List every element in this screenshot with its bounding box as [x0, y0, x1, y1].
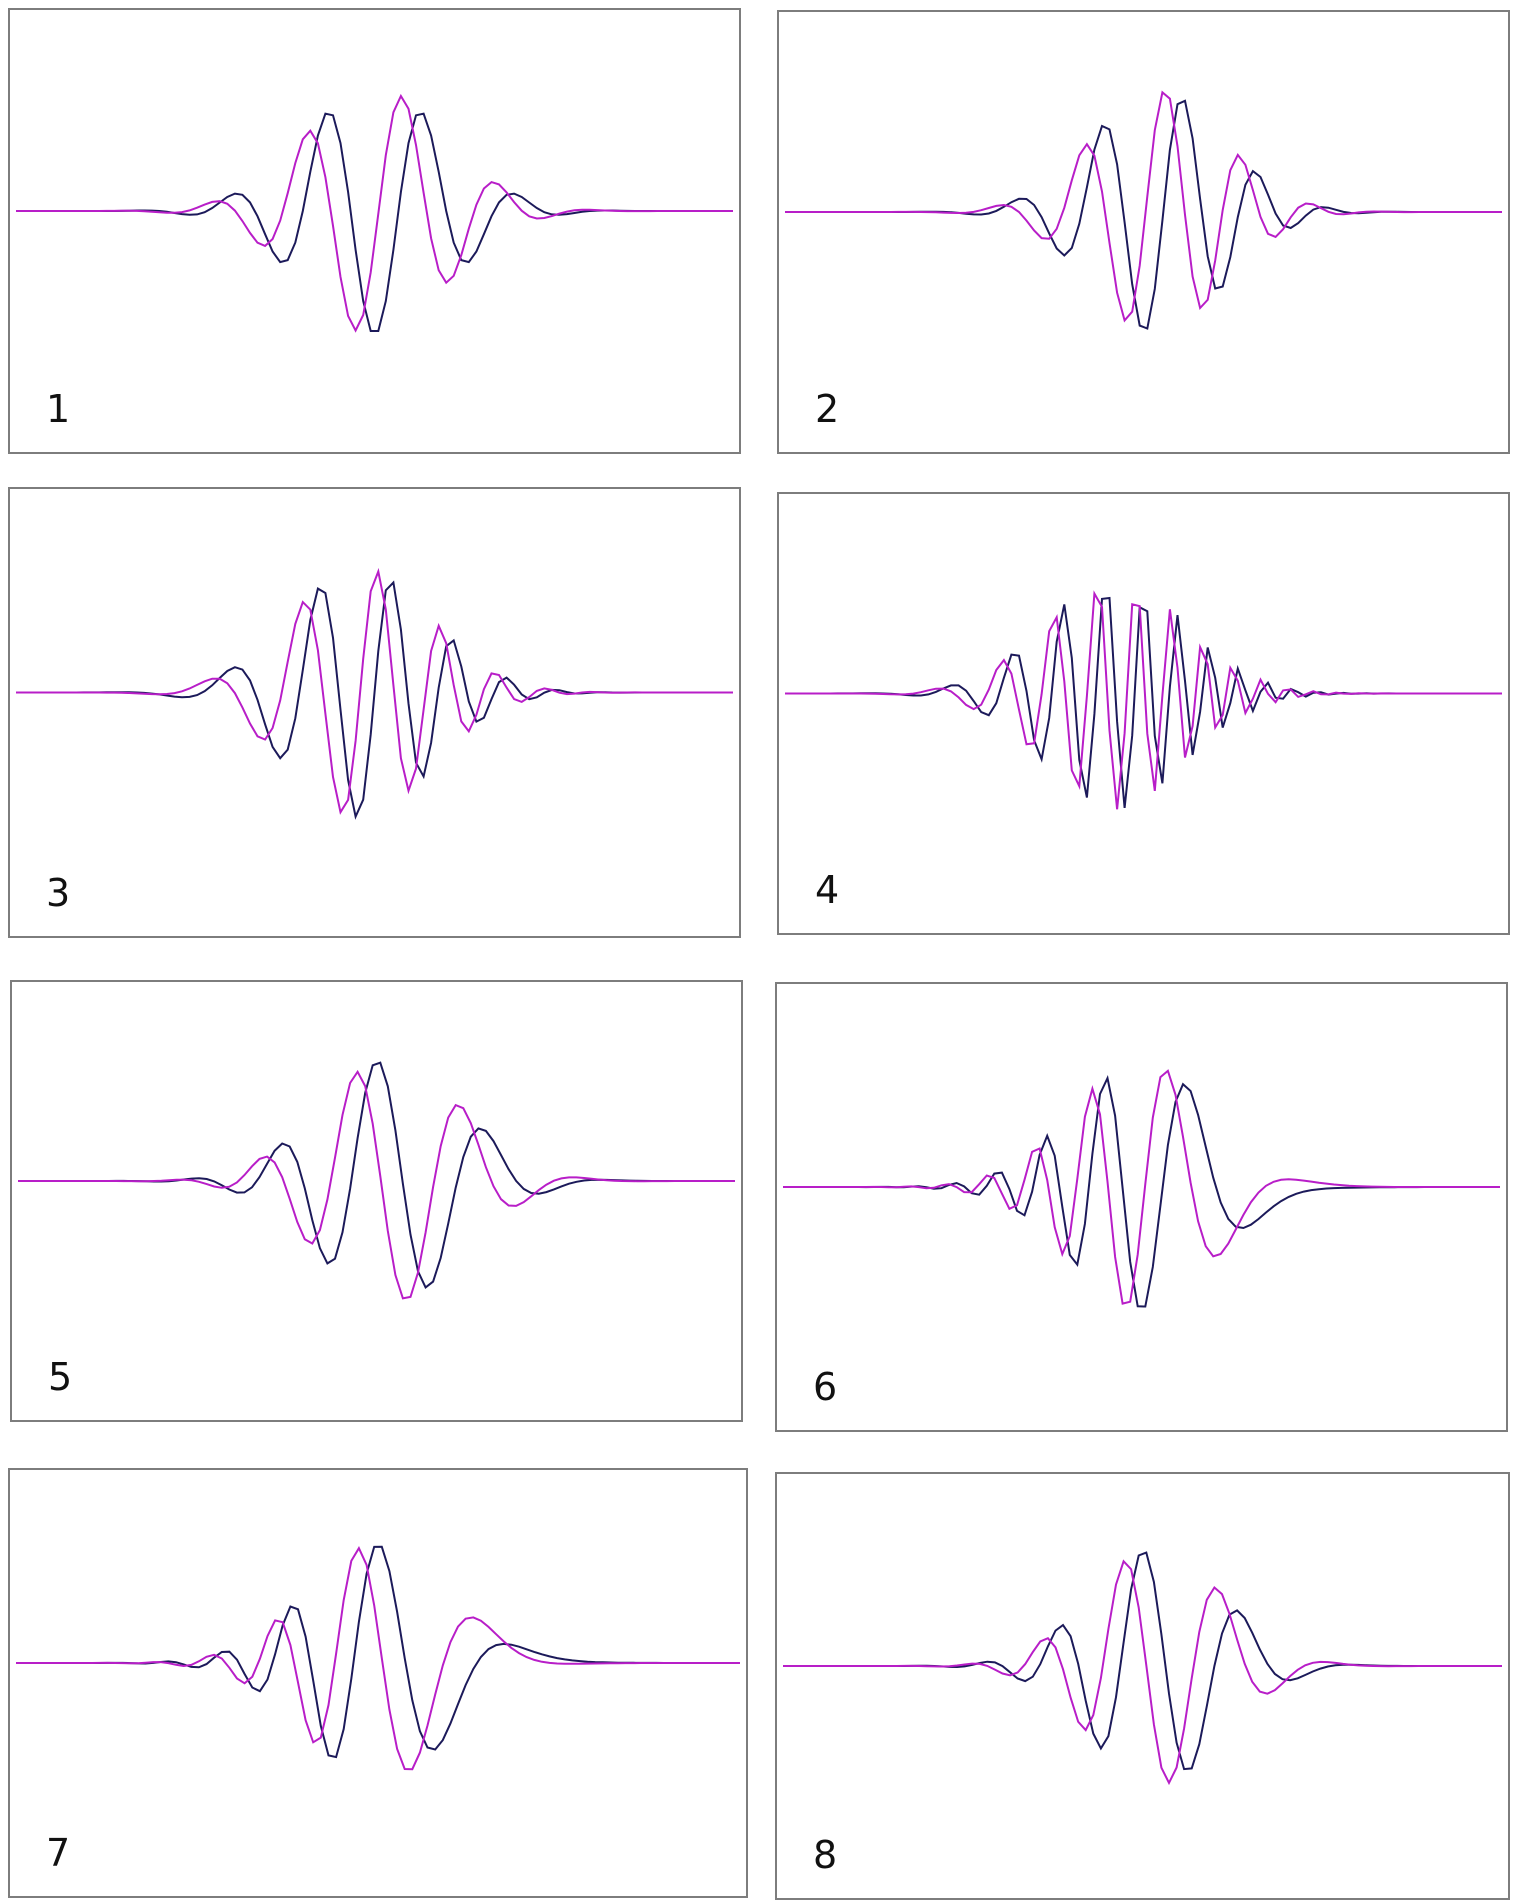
wave-panel-1: 1	[8, 8, 741, 454]
panel-number-label: 6	[813, 1365, 838, 1409]
panel-number-label: 1	[46, 387, 71, 431]
wave-series-magenta	[16, 1546, 740, 1771]
wave-plot	[18, 1061, 735, 1300]
wave-series-dark	[16, 112, 733, 332]
panel-number-label: 4	[815, 868, 840, 912]
wave-plot	[783, 1069, 1500, 1308]
wave-series-dark	[16, 580, 733, 820]
wave-plot	[16, 93, 733, 333]
wave-series-magenta	[785, 90, 1502, 323]
panel-number-label: 2	[815, 387, 840, 431]
wave-panel-3: 3	[8, 487, 741, 938]
wave-series-magenta	[783, 1069, 1500, 1305]
wave-plot	[783, 1551, 1502, 1786]
wave-panel-5: 5	[10, 980, 743, 1422]
wave-plot	[16, 567, 733, 820]
wave-series-dark	[785, 596, 1502, 809]
wave-series-magenta	[783, 1559, 1502, 1786]
wave-series-dark	[783, 1075, 1500, 1308]
wave-panel-4: 4	[777, 492, 1510, 935]
wave-panel-2: 2	[777, 10, 1510, 454]
wave-plot	[785, 590, 1502, 810]
wave-plot	[785, 90, 1502, 330]
wave-series-magenta	[18, 1069, 735, 1300]
panel-number-label: 5	[48, 1355, 73, 1399]
wave-plot	[16, 1545, 740, 1771]
wave-series-dark	[785, 99, 1502, 330]
wave-series-dark	[18, 1061, 735, 1289]
panel-number-label: 7	[46, 1831, 71, 1875]
wave-series-magenta	[16, 93, 733, 333]
panel-number-label: 8	[813, 1833, 838, 1877]
panel-number-label: 3	[46, 871, 71, 915]
wave-series-magenta	[16, 567, 733, 815]
wave-panel-8: 8	[775, 1472, 1510, 1900]
wave-panel-6: 6	[775, 982, 1508, 1432]
wave-panel-7: 7	[8, 1468, 748, 1898]
wave-series-magenta	[785, 590, 1502, 810]
wave-series-dark	[783, 1551, 1502, 1771]
wave-series-dark	[16, 1545, 740, 1759]
